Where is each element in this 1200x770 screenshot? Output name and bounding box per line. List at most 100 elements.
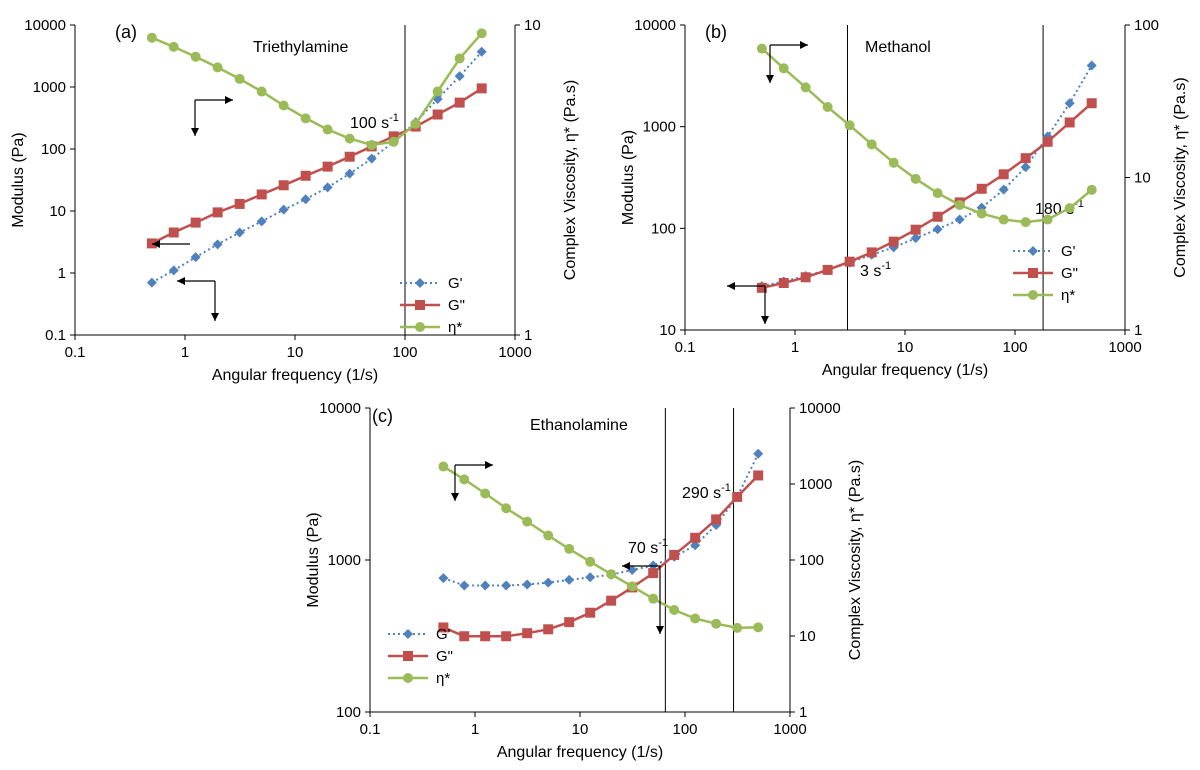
data-point-diamond bbox=[322, 182, 333, 193]
x-axis-title: Angular frequency (1/s) bbox=[822, 362, 988, 379]
legend-label: G" bbox=[436, 648, 453, 665]
data-point-circle bbox=[190, 51, 201, 62]
data-point-square bbox=[1064, 117, 1075, 128]
data-point-circle bbox=[212, 62, 223, 73]
x-tick-label: 10 bbox=[572, 721, 589, 738]
data-point-square bbox=[278, 180, 289, 191]
data-point-circle bbox=[454, 53, 465, 64]
marker-label-value: 180 s bbox=[1035, 201, 1074, 218]
data-point-circle bbox=[627, 581, 638, 592]
data-point-square bbox=[146, 238, 157, 249]
shear-rate-marker-label: 180 s-1 bbox=[1035, 198, 1084, 218]
axis-arrow-left bbox=[622, 562, 664, 634]
x-tick-label: 1000 bbox=[498, 344, 531, 361]
data-point-square bbox=[800, 272, 811, 283]
data-point-square bbox=[476, 83, 487, 94]
data-point-square bbox=[976, 183, 987, 194]
data-point-square bbox=[753, 470, 764, 481]
data-point-square bbox=[564, 617, 575, 628]
data-point-circle bbox=[438, 461, 449, 472]
data-point-circle bbox=[954, 200, 965, 211]
y-tick-label: 1000 bbox=[33, 79, 66, 96]
data-point-square bbox=[388, 131, 399, 142]
y-tick-label: 10 bbox=[49, 203, 66, 220]
data-point-square bbox=[866, 247, 877, 258]
arrow-head-down bbox=[211, 313, 219, 321]
marker-label-exponent: -1 bbox=[389, 112, 399, 124]
y-axis-title: Modulus (Pa) bbox=[620, 130, 637, 225]
legend-marker-square bbox=[415, 300, 425, 310]
y2-tick-label: 10000 bbox=[799, 400, 841, 417]
data-point-square bbox=[480, 631, 491, 642]
legend: G' G" η* bbox=[400, 275, 465, 336]
marker-label-value: 70 s bbox=[628, 540, 658, 557]
data-point-diamond bbox=[501, 580, 512, 591]
data-point-circle bbox=[976, 208, 987, 219]
arrow-head bbox=[177, 277, 185, 285]
data-point-square bbox=[888, 236, 899, 247]
data-point-diamond bbox=[234, 227, 245, 238]
x-tick-label: 100 bbox=[392, 344, 417, 361]
data-point-square bbox=[1042, 136, 1053, 147]
data-point-square bbox=[432, 109, 443, 120]
data-point-square bbox=[585, 607, 596, 618]
series-line-3 bbox=[442, 465, 759, 630]
y-tick-label: 10000 bbox=[24, 17, 66, 34]
marker-label-exponent: -1 bbox=[881, 260, 891, 272]
legend-label: G" bbox=[1061, 265, 1078, 282]
y-tick-label: 1 bbox=[58, 265, 66, 282]
x-tick-label: 1 bbox=[791, 339, 799, 356]
data-point-circle bbox=[690, 613, 701, 624]
chart-panel-1: 0.1 1 10 100 1000 0.1 1 10 100 1000 10000 1 10 Angula… bbox=[10, 17, 579, 384]
data-point-circle bbox=[1042, 214, 1053, 225]
legend-marker-diamond bbox=[415, 278, 425, 288]
y2-tick-label: 100 bbox=[799, 552, 824, 569]
data-point-circle bbox=[564, 543, 575, 554]
data-point-circle bbox=[606, 569, 617, 580]
data-point-diamond bbox=[454, 71, 465, 82]
data-point-circle bbox=[410, 118, 421, 129]
marker-label-value: 290 s bbox=[682, 485, 721, 502]
chart-panel-3: 0.1 1 10 100 1000 100 1000 10000 1 10 100 1000 10000… bbox=[305, 400, 864, 761]
data-point-circle bbox=[585, 556, 596, 567]
data-point-diamond bbox=[146, 277, 157, 288]
data-point-square bbox=[190, 217, 201, 228]
y-tick-label: 1000 bbox=[328, 552, 361, 569]
series-line-3 bbox=[151, 32, 483, 147]
y2-tick-label: 1 bbox=[799, 704, 807, 721]
arrow-head-down bbox=[766, 75, 774, 83]
data-point-circle bbox=[278, 100, 289, 111]
data-point-circle bbox=[910, 173, 921, 184]
series-line-1 bbox=[151, 51, 483, 284]
data-point-diamond bbox=[212, 239, 223, 250]
data-point-diamond bbox=[954, 214, 965, 225]
axis-arrow-right bbox=[766, 41, 808, 83]
y-tick-label: 1000 bbox=[643, 119, 676, 136]
data-point-diamond bbox=[932, 224, 943, 235]
x-tick-label: 1 bbox=[181, 344, 189, 361]
data-point-circle bbox=[888, 157, 899, 168]
data-point-square bbox=[438, 622, 449, 633]
data-point-circle bbox=[300, 113, 311, 124]
axis-arrow-left bbox=[177, 277, 219, 321]
data-point-square bbox=[522, 628, 533, 639]
arrow-head bbox=[727, 282, 735, 290]
arrow-head-down bbox=[761, 316, 769, 324]
shear-rate-marker-label: 3 s-1 bbox=[860, 260, 891, 280]
data-point-diamond bbox=[998, 184, 1009, 195]
legend-label: G" bbox=[448, 297, 465, 314]
data-point-diamond bbox=[278, 204, 289, 215]
data-point-circle bbox=[998, 214, 1009, 225]
data-point-circle bbox=[778, 63, 789, 74]
arrow-head-down bbox=[191, 128, 199, 136]
series-line-2 bbox=[442, 474, 760, 638]
legend-marker-circle bbox=[403, 673, 413, 683]
x-axis-title: Angular frequency (1/s) bbox=[497, 744, 663, 761]
axis-arrow-left bbox=[727, 282, 769, 324]
data-point-square bbox=[998, 169, 1009, 180]
data-point-circle bbox=[459, 474, 470, 485]
axis-arrow-right bbox=[451, 461, 493, 501]
marker-label-exponent: -1 bbox=[658, 537, 668, 549]
marker-label-value: 100 s bbox=[350, 115, 389, 132]
